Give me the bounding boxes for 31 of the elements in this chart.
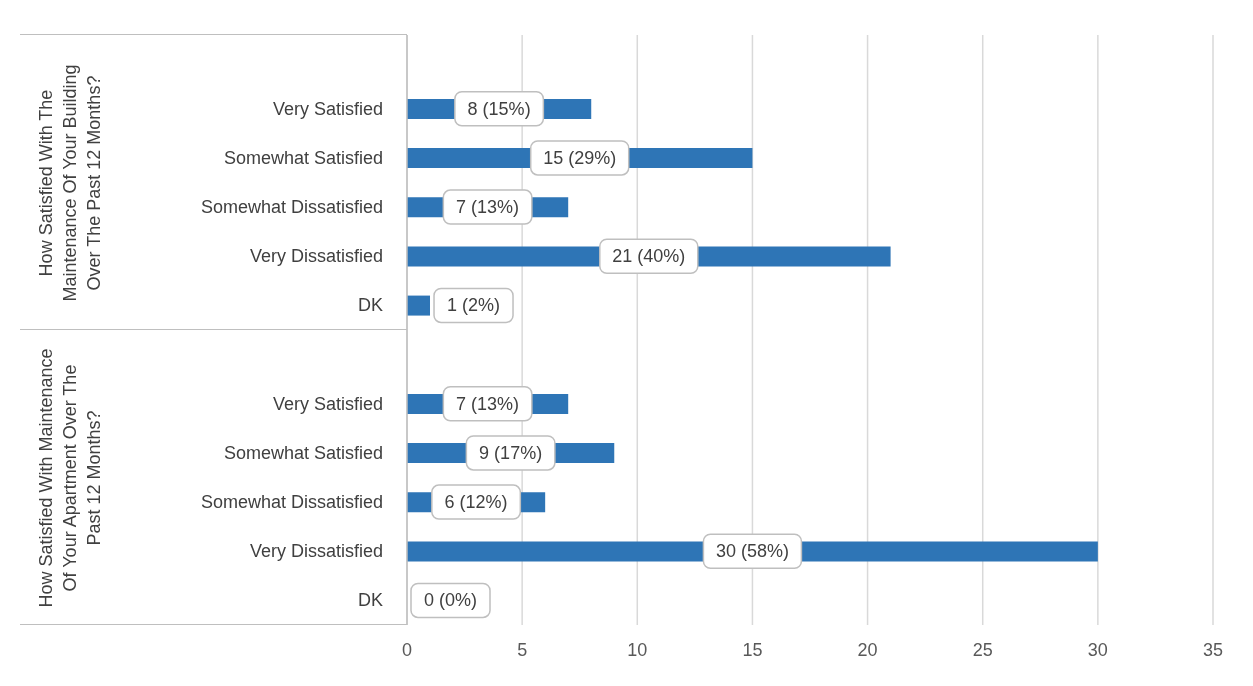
data-label: 15 (29%) bbox=[543, 147, 617, 168]
data-label: 1 (2%) bbox=[447, 295, 501, 316]
x-tick-label: 30 bbox=[1087, 639, 1108, 660]
data-label: 8 (15%) bbox=[467, 98, 531, 119]
y-tick-label: Very Dissatisfied bbox=[249, 246, 383, 267]
x-tick-label: 0 bbox=[401, 639, 413, 660]
y-tick-label: DK bbox=[357, 590, 383, 611]
y-tick-label: DK bbox=[357, 295, 383, 316]
y-tick-label: Very Satisfied bbox=[272, 98, 383, 119]
y-tick-label: Somewhat Satisfied bbox=[223, 442, 383, 463]
x-tick-label: 20 bbox=[857, 639, 878, 660]
y-tick-label: Somewhat Dissatisfied bbox=[200, 197, 383, 218]
data-label: 6 (12%) bbox=[444, 492, 508, 513]
y-tick-label: Somewhat Satisfied bbox=[223, 147, 383, 168]
y-tick-label: Very Dissatisfied bbox=[249, 541, 383, 562]
x-tick-label: 15 bbox=[742, 639, 763, 660]
text: How Satisfied With Maintenance Of Your Apartment Over The Past 12 Months? bbox=[35, 346, 105, 609]
bar bbox=[407, 295, 431, 316]
data-label: 0 (0%) bbox=[423, 590, 478, 611]
x-tick-label: 25 bbox=[972, 639, 993, 660]
x-tick-label: 35 bbox=[1202, 639, 1224, 660]
text: How Satisfied With The Maintenance Of Your Building Over The Past 12 Months? bbox=[35, 62, 105, 304]
x-tick-label: 10 bbox=[627, 639, 648, 660]
data-label: 9 (17%) bbox=[479, 442, 543, 463]
x-tick-label: 5 bbox=[517, 639, 528, 660]
y-tick-label: Very Satisfied bbox=[272, 393, 383, 414]
y-tick-label: Somewhat Dissatisfied bbox=[200, 492, 383, 513]
data-label: 30 (58%) bbox=[715, 541, 789, 562]
data-label: 7 (13%) bbox=[456, 197, 520, 218]
data-label: 7 (13%) bbox=[456, 393, 520, 414]
data-label: 21 (40%) bbox=[612, 246, 686, 267]
